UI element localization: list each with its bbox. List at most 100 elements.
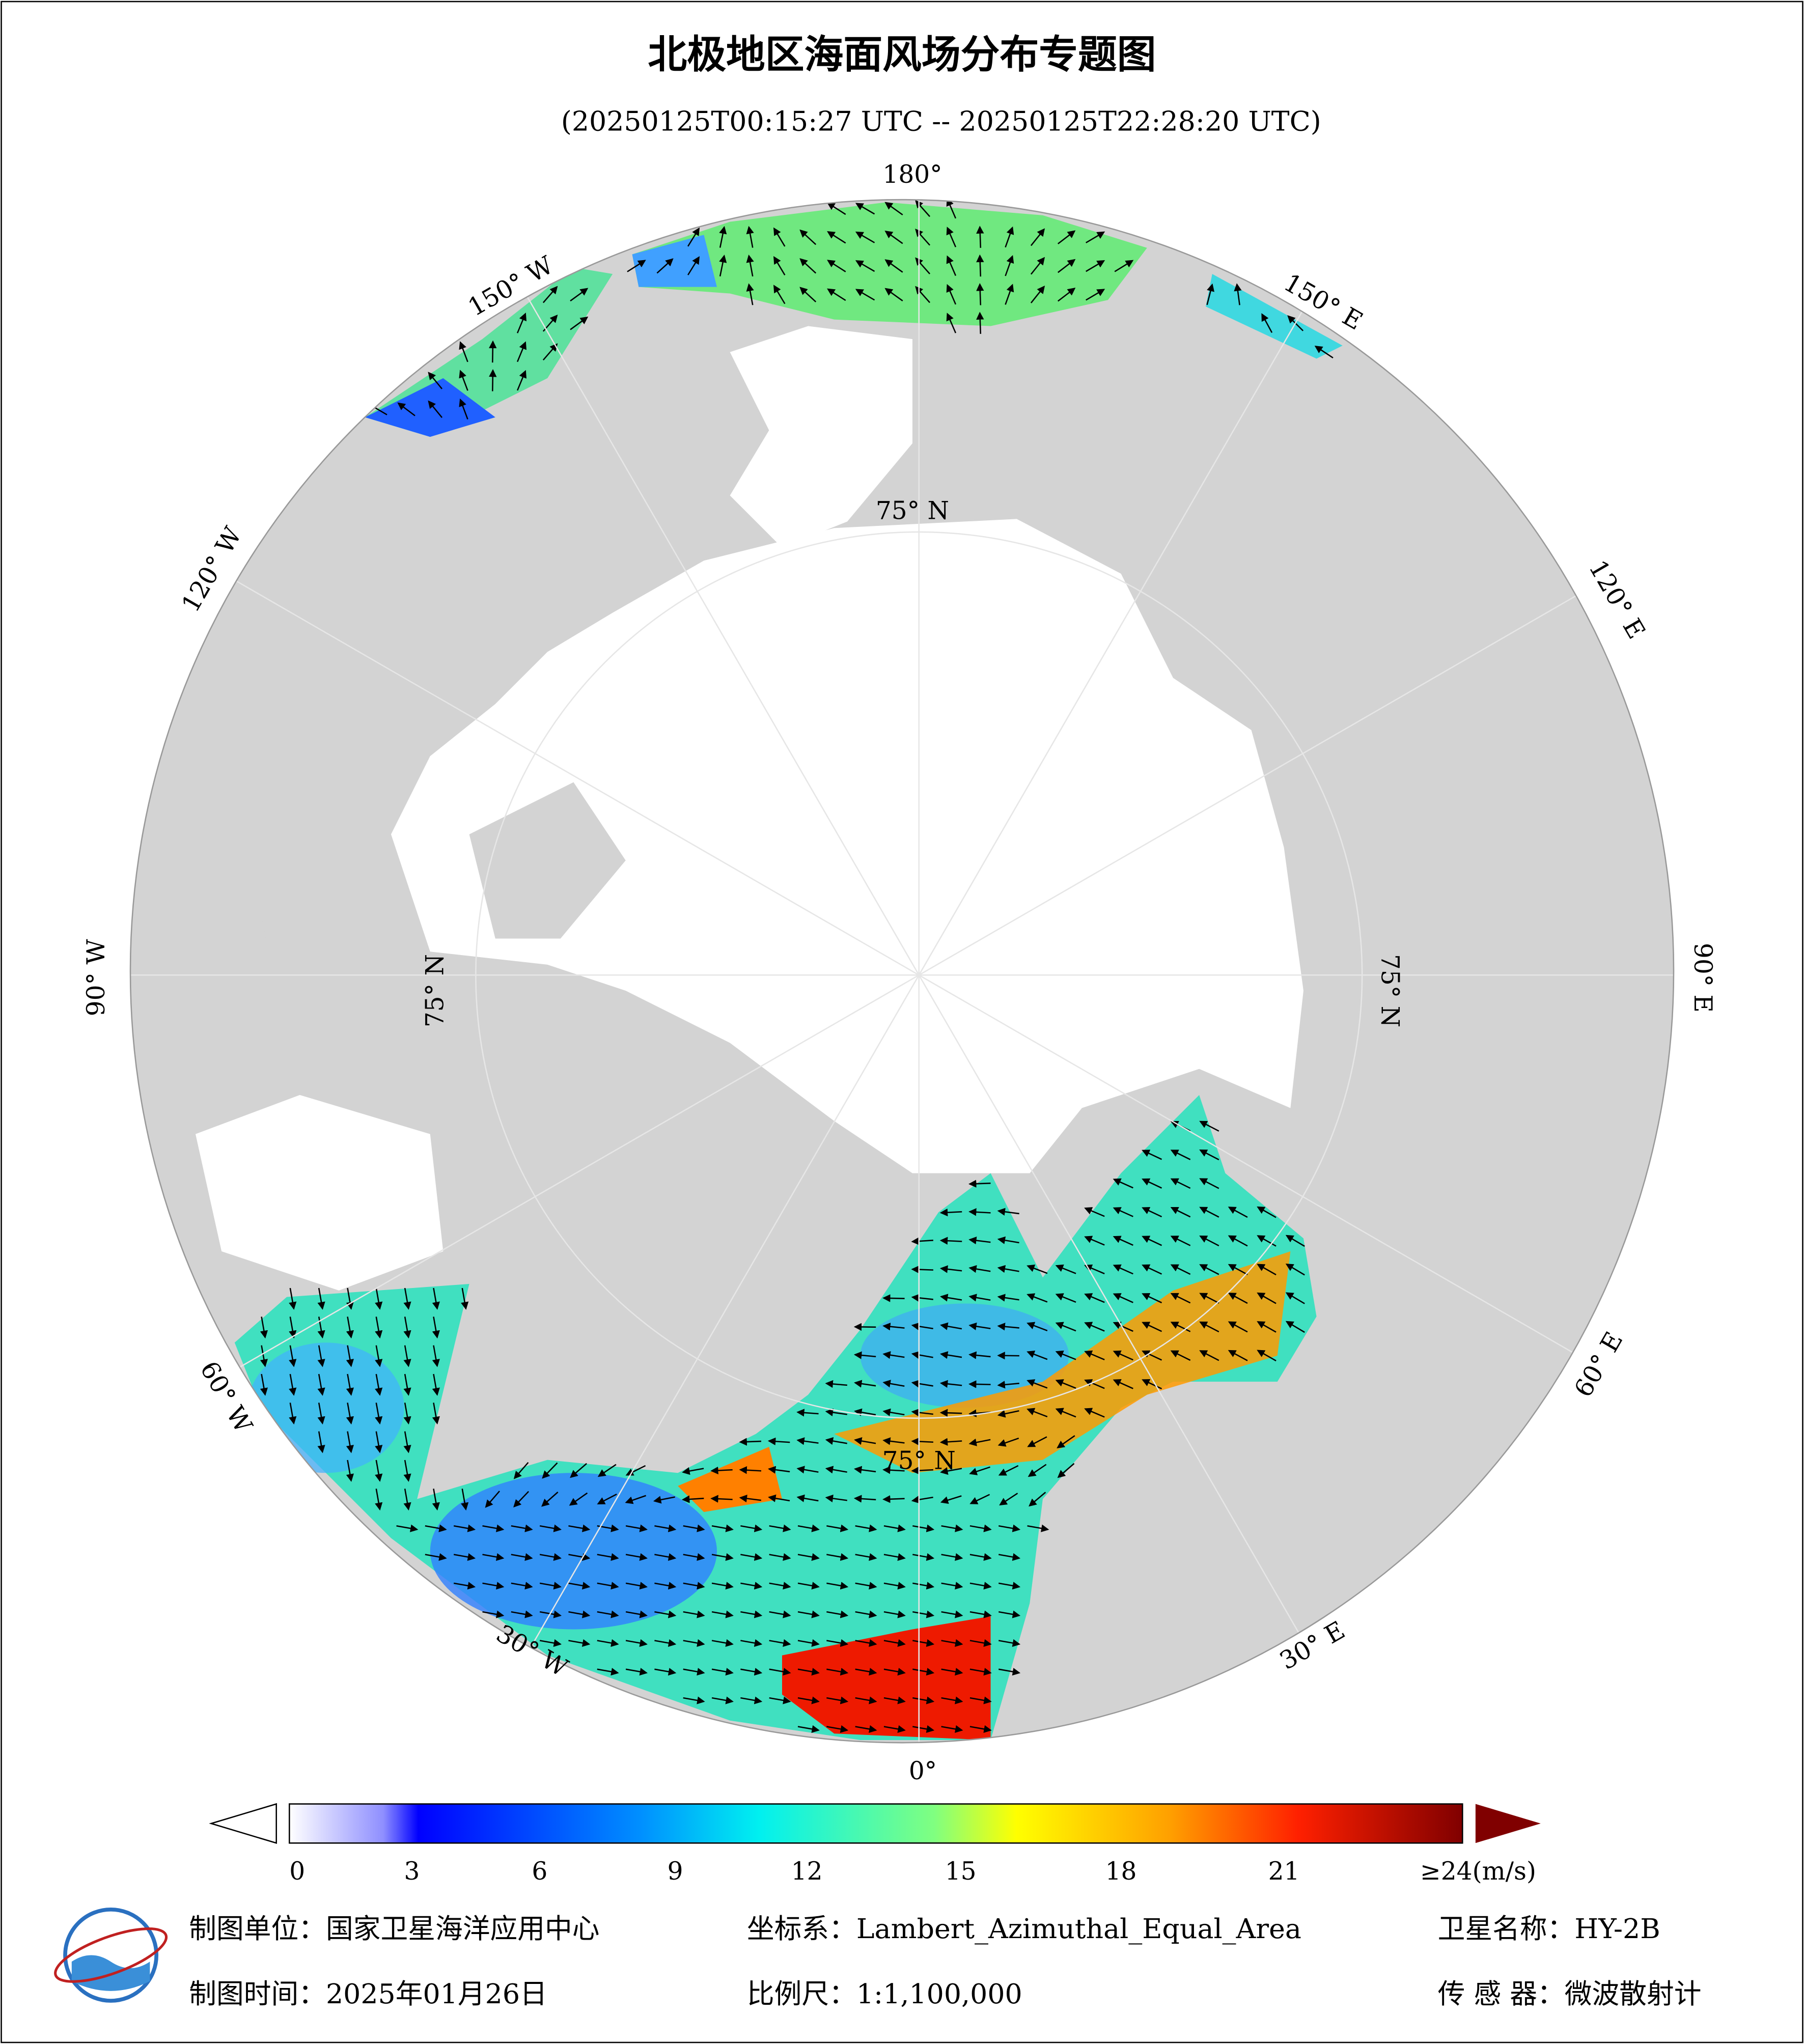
wind-arrow [432,1374,440,1396]
wind-arrow [796,1437,819,1445]
wind-arrow [482,1582,505,1590]
wind-arrow [346,1317,354,1339]
wind-arrow [1005,226,1014,248]
wind-arrow [1055,1379,1076,1389]
wind-arrow [1057,1435,1075,1449]
footer-satellite: 卫星名称：HY-2B [1438,1913,1660,1945]
wind-arrow [1199,1350,1219,1361]
meridian [218,974,920,1380]
wind-arrow [746,255,754,277]
wind-arrow [1142,1178,1162,1189]
wind-arrow [317,1374,325,1396]
wind-arrow [396,1524,419,1532]
wind-arrow [1086,260,1105,272]
wind-arrow [854,1408,876,1416]
wind-arrow [625,1582,648,1590]
wind-arrow [1285,1264,1305,1276]
wind-arrow [746,226,754,248]
wind-arrow [711,1696,734,1704]
wind-arrow [1142,1293,1162,1304]
wind-arrow [968,1208,991,1216]
wind-arrow [1005,255,1014,276]
wind-arrow [627,260,646,272]
wind-arrow [597,1582,619,1590]
wind-arrow [998,1582,1021,1590]
wind-arrow [1055,1322,1076,1332]
wind-arrow [403,1317,411,1339]
wind-arrow [317,1345,325,1367]
wind-arrow [946,227,957,247]
wind-arrow [796,1466,819,1474]
wind-arrow [939,1237,962,1245]
wind-arrow [969,1494,990,1504]
wind-arrow [740,1524,763,1532]
wind-arrow [1199,1321,1219,1333]
graticule [130,200,1674,1743]
wind-arrow [1005,284,1014,305]
wind-arrow [773,227,786,247]
wind-arrow [1199,1235,1219,1247]
wind-arrow [683,1553,705,1561]
wind-arrow [1142,1150,1162,1160]
wind-arrow [911,1237,933,1245]
wind-arrow [597,1639,619,1647]
colorbar-tick-label: ≥24(m/s) [1420,1857,1536,1886]
wind-arrow [1142,1236,1162,1246]
wind-arrow [289,1403,297,1425]
wind-arrow [939,1438,962,1446]
wind-arrow [683,1582,705,1590]
wind-arrow [568,1639,591,1647]
wind-arrow [998,1668,1021,1676]
colorbar-tick-label: 0 [289,1857,305,1886]
wind-arrow [432,1489,440,1511]
wind-arrow [969,1582,992,1590]
wind-arrow [883,1524,906,1532]
wind-arrow [912,1696,935,1704]
wind-arrow [428,372,443,389]
wind-arrow [453,1553,476,1561]
wind-arrow [1026,1322,1048,1332]
wind-arrow [625,1465,646,1476]
wind-arrow [1057,1463,1075,1478]
wind-arrow [711,1639,734,1647]
wind-arrow [826,1696,849,1704]
wind-arrow [1084,1207,1105,1217]
wind-arrow [998,1639,1021,1647]
wind-arrow [541,1491,559,1507]
wind-arrow [826,1725,849,1733]
wind-arrow [997,1410,1019,1418]
wind-arrow [597,1493,617,1505]
wind-arrow [1228,1207,1248,1218]
wind-arrow [855,1610,877,1618]
wind-arrow [459,398,468,419]
wind-arrow [1055,1350,1076,1360]
wind-arrow [883,1639,906,1647]
wind-arrow [854,1437,876,1445]
wind-arrow [683,1610,705,1618]
meridian [919,974,1619,1380]
lon-label: 180° [882,160,942,189]
wind-arrow [797,1696,820,1704]
wind-arrow [375,1403,383,1425]
wind-arrow [1142,1350,1162,1361]
subtitle: (20250125T00:15:27 UTC -- 20250125T22:28… [561,105,1321,137]
wind-arrow [941,1610,963,1618]
wind-arrow [1228,1235,1248,1247]
wind-arrow [1055,1408,1076,1418]
wind-arrow [997,1437,1019,1447]
wind-arrow [403,1403,411,1425]
wind-arrow [940,1294,962,1302]
wind-arrow [346,1287,354,1310]
lon-label: 90° E [1688,943,1717,1013]
wind-arrow [656,258,674,274]
wind-arrow [1228,1293,1248,1304]
wind-arrow [825,1494,847,1503]
lat-label: 75° N [1376,954,1404,1027]
wind-arrow [769,1639,791,1647]
wind-arrow [825,1408,847,1417]
wind-arrow [746,283,754,305]
wind-arrow [796,1409,819,1417]
wind-arrow [855,203,875,215]
wind-arrow [1170,1350,1191,1361]
